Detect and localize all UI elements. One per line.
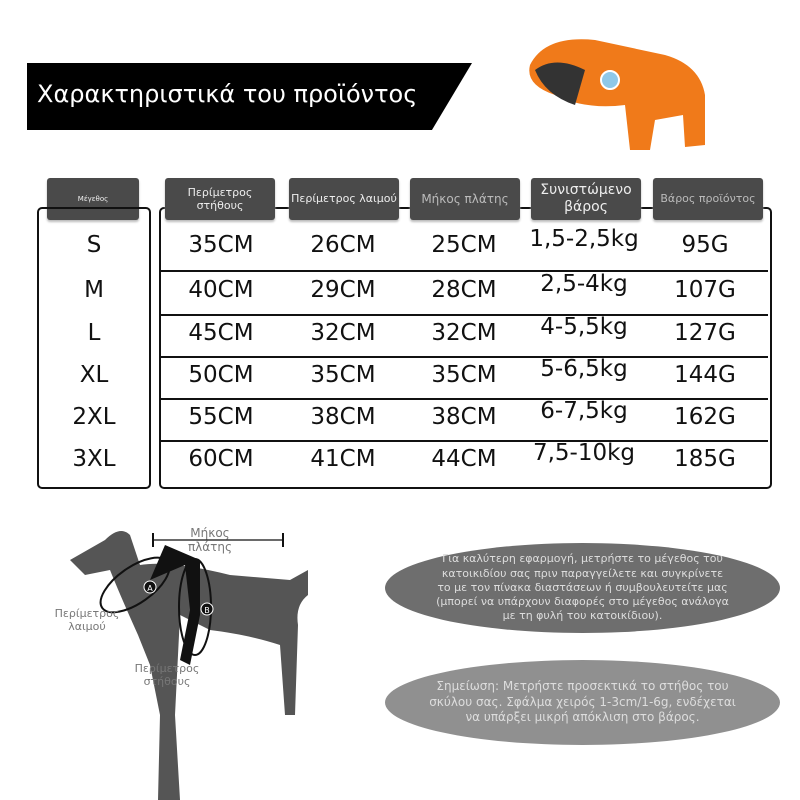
size-label: 3XL [72, 446, 116, 472]
size-column-frame [37, 207, 151, 489]
size-label: 2XL [72, 404, 116, 430]
cell-back: 35CM [431, 362, 497, 388]
cell-weight: 1,5-2,5kg [529, 226, 639, 252]
size-label: XL [79, 362, 109, 388]
cell-chest: 35CM [188, 232, 254, 258]
marker-b: B [204, 606, 210, 615]
header-chest: Περίμετρος στήθους [165, 178, 275, 220]
cell-product: 162G [674, 404, 736, 430]
cell-chest: 45CM [188, 320, 254, 346]
cell-product: 95G [681, 232, 729, 258]
size-label: L [87, 320, 101, 346]
cell-chest: 55CM [188, 404, 254, 430]
fit-note: Για καλύτερη εφαρμογή, μετρήστε το μέγεθ… [385, 543, 780, 633]
cell-neck: 35CM [310, 362, 376, 388]
row-divider [161, 398, 768, 400]
cell-weight: 6-7,5kg [540, 398, 628, 424]
cell-neck: 29CM [310, 277, 376, 303]
cell-back: 38CM [431, 404, 497, 430]
marker-a: A [147, 584, 153, 593]
label-back-length: Μήκος πλάτης [187, 526, 233, 555]
dog-measurement-diagram: A B [70, 531, 308, 800]
cell-chest: 60CM [188, 446, 254, 472]
cell-chest: 40CM [188, 277, 254, 303]
cell-neck: 26CM [310, 232, 376, 258]
cell-back: 32CM [431, 320, 497, 346]
cell-back: 28CM [431, 277, 497, 303]
cell-neck: 41CM [310, 446, 376, 472]
header-back-length: Μήκος πλάτης [410, 178, 520, 220]
cell-back: 44CM [431, 446, 497, 472]
label-chest: Περίμετρος στήθους [134, 662, 200, 689]
row-divider [161, 440, 768, 442]
cell-product: 107G [674, 277, 736, 303]
cell-product: 185G [674, 446, 736, 472]
dog-jacket-image [529, 39, 705, 150]
label-neck: Περίμετρος λαιμού [54, 607, 120, 634]
cell-product: 127G [674, 320, 736, 346]
row-divider [161, 314, 768, 316]
warning-note: Σημείωση: Μετρήστε προσεκτικά το στήθος … [385, 660, 780, 745]
cell-weight: 4-5,5kg [540, 314, 628, 340]
cell-weight: 5-6,5kg [540, 356, 628, 382]
cell-neck: 32CM [310, 320, 376, 346]
cell-back: 25CM [431, 232, 497, 258]
header-product-weight: Βάρος προϊόντος [653, 178, 763, 220]
header-neck: Περίμετρος λαιμού [289, 178, 399, 220]
row-divider [161, 356, 768, 358]
cell-weight: 2,5-4kg [540, 271, 628, 297]
row-divider [161, 270, 768, 272]
page-title: Χαρακτηριστικά του προϊόντος [37, 80, 418, 108]
size-label: M [84, 277, 104, 303]
header-recommended-weight: Συνιστώμενο βάρος [531, 178, 641, 220]
cell-product: 144G [674, 362, 736, 388]
title-banner: Χαρακτηριστικά του προϊόντος [27, 63, 472, 130]
cell-neck: 38CM [310, 404, 376, 430]
cell-weight: 7,5-10kg [532, 440, 636, 466]
size-label: S [86, 232, 102, 258]
header-size: Μέγεθος [47, 178, 139, 220]
cell-chest: 50CM [188, 362, 254, 388]
